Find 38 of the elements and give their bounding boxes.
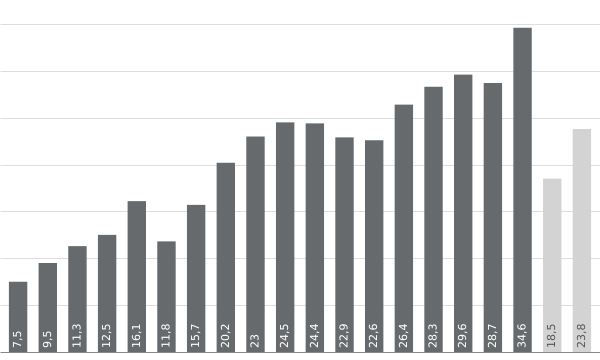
data-label: 11,3: [70, 324, 84, 348]
bar: [186, 204, 206, 352]
data-label: 22,6: [367, 324, 380, 348]
bar: [394, 104, 414, 352]
data-label: 22,9: [338, 324, 351, 348]
bar: [157, 241, 176, 352]
bar: [98, 234, 116, 352]
bar: [513, 28, 532, 352]
bar: [364, 140, 384, 352]
bar: [68, 246, 87, 352]
data-label: 15,7: [189, 324, 202, 348]
data-label: 23,8: [574, 324, 588, 348]
data-label: 12,5: [100, 324, 114, 348]
bar: [216, 162, 236, 352]
data-label: 16,1: [130, 324, 143, 348]
bar: [246, 136, 265, 352]
data-label: 34,6: [516, 324, 529, 348]
data-label: 11,8: [159, 324, 172, 348]
data-label: 29,6: [456, 324, 470, 348]
bar: [128, 201, 146, 352]
bar: [484, 83, 502, 352]
data-label: 7,5: [11, 330, 24, 348]
data-label: 28,7: [486, 324, 499, 348]
data-label: 20,2: [218, 324, 232, 348]
data-label: 18,5: [545, 324, 558, 348]
bar: [424, 86, 443, 352]
data-label: 24,5: [278, 324, 292, 348]
bar: [8, 282, 28, 352]
data-label: 26,4: [396, 324, 410, 348]
bar: [276, 122, 294, 352]
bar: [454, 74, 472, 352]
bar: [306, 123, 324, 352]
data-label: 28,3: [426, 324, 440, 348]
data-label: 24,4: [308, 324, 321, 348]
data-label: 23: [248, 334, 262, 348]
bar: [38, 262, 57, 352]
data-label: 9,5: [40, 330, 54, 348]
bar: [335, 137, 354, 352]
